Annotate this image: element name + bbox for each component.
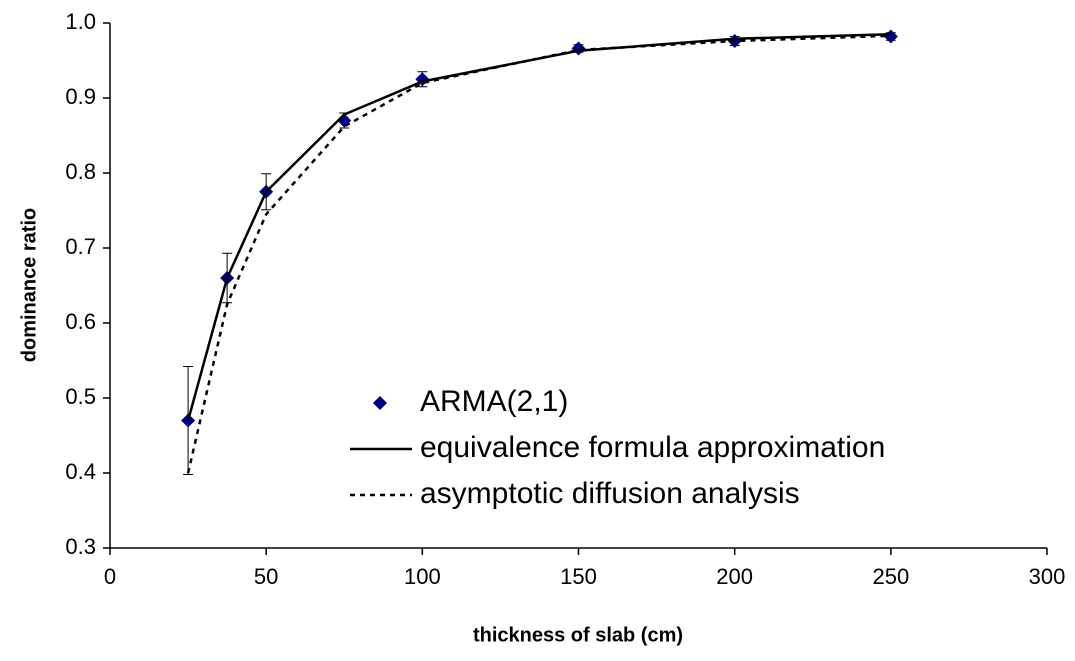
x-tick-label: 250 [872, 564, 909, 589]
legend-label: equivalence formula approximation [420, 431, 885, 464]
legend-marker [373, 396, 387, 410]
legend-label: ARMA(2,1) [420, 385, 568, 418]
x-tick-label: 50 [254, 564, 278, 589]
y-tick-label: 0.9 [65, 84, 96, 109]
x-tick-label: 200 [716, 564, 753, 589]
series-line [186, 34, 891, 474]
x-tick-label: 100 [404, 564, 441, 589]
x-axis-title: thickness of slab (cm) [473, 624, 683, 646]
y-tick-label: 0.5 [65, 384, 96, 409]
y-tick-label: 0.3 [65, 534, 96, 559]
y-tick-label: 0.8 [65, 159, 96, 184]
series-line [186, 33, 891, 421]
x-tick-label: 300 [1029, 564, 1066, 589]
y-tick-label: 0.4 [65, 459, 96, 484]
y-tick-label: 1.0 [65, 9, 96, 34]
y-tick-label: 0.6 [65, 309, 96, 334]
y-tick-label: 0.7 [65, 234, 96, 259]
legend-label: asymptotic diffusion analysis [420, 477, 800, 510]
x-tick-label: 150 [560, 564, 597, 589]
y-axis-title: dominance ratio [18, 208, 40, 362]
x-tick-label: 0 [104, 564, 116, 589]
